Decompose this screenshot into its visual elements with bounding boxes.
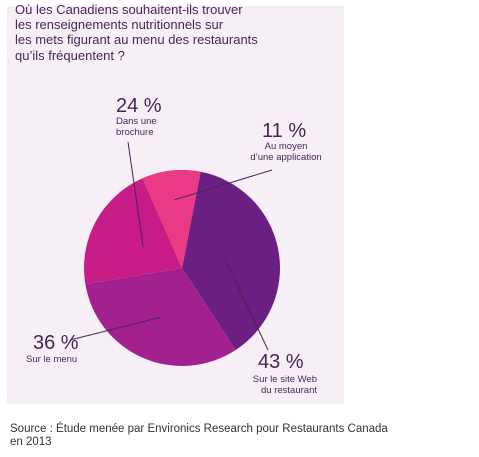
slice-label-website: Sur le site Web du restaurant — [252, 374, 317, 396]
slice-label-brochure: Dans une brochure — [116, 116, 157, 138]
chart-title: Où les Canadiens souhaitent-ils trouver … — [15, 2, 258, 63]
leader-line-menu — [69, 316, 161, 341]
slice-brochure — [83, 178, 182, 285]
leader-line-brochure — [127, 141, 144, 248]
pct-label-menu: 36 % — [33, 332, 79, 354]
slice-label-menu: Sur le menu — [26, 354, 78, 365]
pct-label-brochure: 24 % — [116, 95, 162, 117]
pct-label-website: 43 % — [258, 351, 304, 373]
leader-line-website — [224, 259, 269, 351]
source-note: Source : Étude menée par Environics Rese… — [10, 423, 388, 448]
leader-line-application — [174, 169, 273, 201]
slice-website — [182, 171, 281, 350]
slice-menu — [85, 268, 236, 367]
pct-label-application: 11 % — [262, 120, 307, 142]
slice-label-application: Au moyen d’une application — [250, 141, 322, 163]
slice-application — [142, 169, 201, 268]
